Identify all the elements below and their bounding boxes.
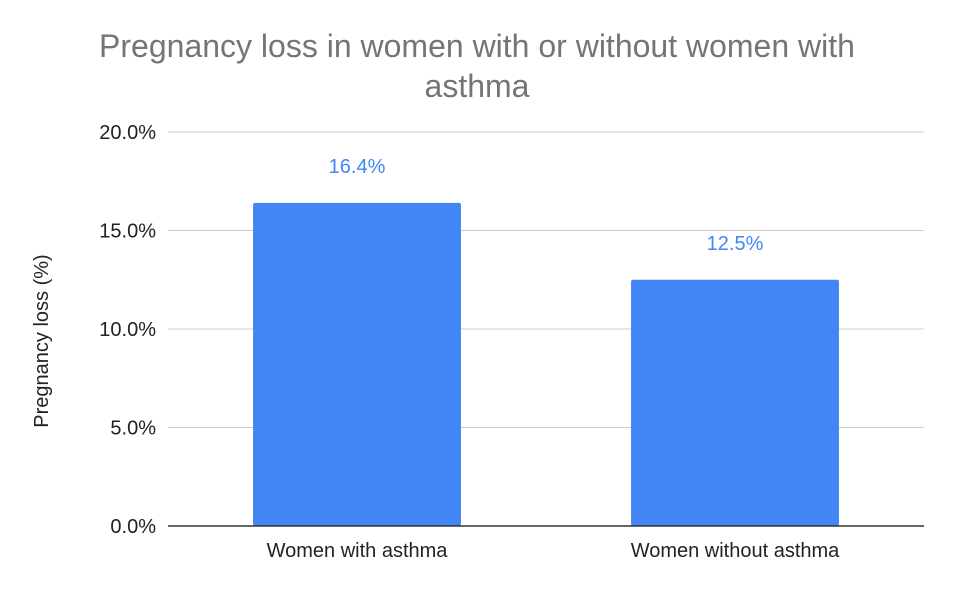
data-label: 16.4%: [329, 156, 386, 178]
y-tick-label: 15.0%: [99, 221, 156, 243]
bar: [631, 279, 839, 526]
bar: [253, 202, 461, 527]
chart-title-line-2: asthma: [424, 68, 530, 104]
y-tick-label: 5.0%: [110, 418, 156, 440]
y-tick-label: 0.0%: [110, 516, 156, 538]
chart-title-line-1: Pregnancy loss in women with or without …: [99, 28, 855, 64]
chart-title: Pregnancy loss in women with or without …: [0, 26, 954, 106]
bars: [253, 202, 839, 527]
x-tick-label: Women without asthma: [631, 540, 840, 562]
y-tick-label: 10.0%: [99, 319, 156, 341]
y-tick-label: 20.0%: [99, 122, 156, 144]
y-axis-title: Pregnancy loss (%): [31, 254, 53, 427]
labels: 0.0% 5.0% 10.0% 15.0% 20.0% 16.4% Women with a…: [99, 122, 840, 562]
x-tick-label: Women with asthma: [267, 540, 449, 562]
data-label: 12.5%: [707, 233, 764, 255]
